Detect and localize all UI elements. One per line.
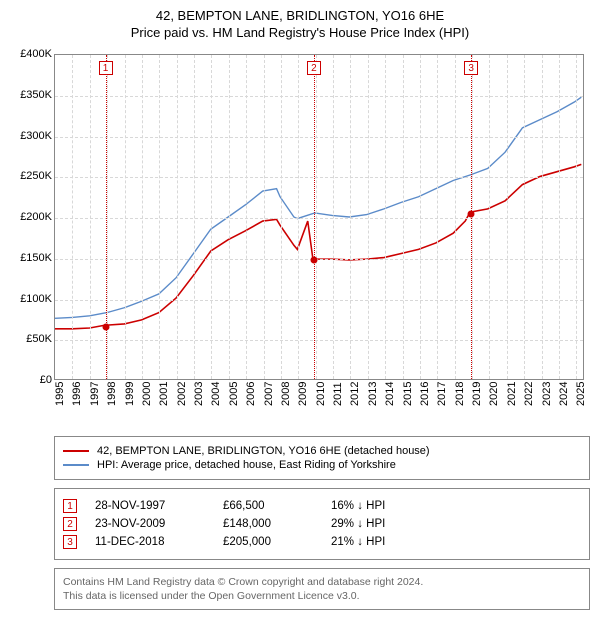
v-gridline (524, 55, 525, 379)
y-tick-label: £50K (10, 333, 52, 345)
event-marker: 3 (464, 61, 478, 75)
legend-label: 42, BEMPTON LANE, BRIDLINGTON, YO16 6HE … (97, 445, 430, 457)
v-gridline (368, 55, 369, 379)
y-tick-label: £200K (10, 211, 52, 223)
v-gridline (542, 55, 543, 379)
v-gridline (576, 55, 577, 379)
sales-row: 1 28-NOV-1997 £66,500 16% ↓ HPI (63, 499, 581, 513)
y-tick-label: £350K (10, 89, 52, 101)
sales-marker: 3 (63, 535, 77, 549)
event-marker: 1 (99, 61, 113, 75)
legend-swatch (63, 450, 89, 452)
sales-price: £148,000 (223, 518, 313, 530)
y-tick-label: £250K (10, 170, 52, 182)
sales-row: 3 11-DEC-2018 £205,000 21% ↓ HPI (63, 535, 581, 549)
v-gridline (211, 55, 212, 379)
v-gridline (489, 55, 490, 379)
v-gridline (177, 55, 178, 379)
y-tick-label: £150K (10, 252, 52, 264)
sales-diff: 29% ↓ HPI (331, 518, 581, 530)
sales-marker: 2 (63, 517, 77, 531)
sales-diff: 16% ↓ HPI (331, 500, 581, 512)
chart-svg (55, 55, 583, 379)
v-gridline (316, 55, 317, 379)
v-gridline (159, 55, 160, 379)
legend-box: 42, BEMPTON LANE, BRIDLINGTON, YO16 6HE … (54, 436, 590, 480)
v-gridline (507, 55, 508, 379)
footer-box: Contains HM Land Registry data © Crown c… (54, 568, 590, 610)
sale-point (468, 210, 475, 217)
v-gridline (264, 55, 265, 379)
v-gridline (107, 55, 108, 379)
h-gridline (55, 340, 583, 341)
title-address: 42, BEMPTON LANE, BRIDLINGTON, YO16 6HE (0, 8, 600, 23)
v-gridline (559, 55, 560, 379)
plot-area: 1 2 3 (54, 54, 584, 380)
v-gridline (125, 55, 126, 379)
y-tick-label: £0 (10, 374, 52, 386)
v-gridline (246, 55, 247, 379)
chart-area: 1 2 3 £0 £50K £100K £150K £200K £250K £300K £350K… (10, 48, 590, 428)
sales-date: 28-NOV-1997 (95, 500, 205, 512)
sales-row: 2 23-NOV-2009 £148,000 29% ↓ HPI (63, 517, 581, 531)
v-gridline (72, 55, 73, 379)
event-marker: 2 (307, 61, 321, 75)
v-gridline (298, 55, 299, 379)
v-gridline (229, 55, 230, 379)
v-gridline (385, 55, 386, 379)
v-gridline (194, 55, 195, 379)
chart-container: 42, BEMPTON LANE, BRIDLINGTON, YO16 6HE … (0, 0, 600, 610)
footer-line1: Contains HM Land Registry data © Crown c… (63, 575, 581, 589)
v-gridline (403, 55, 404, 379)
title-block: 42, BEMPTON LANE, BRIDLINGTON, YO16 6HE … (0, 0, 600, 44)
v-gridline (333, 55, 334, 379)
x-tick-label: 2025 (575, 382, 600, 406)
v-gridline (142, 55, 143, 379)
footer-line2: This data is licensed under the Open Gov… (63, 589, 581, 603)
v-gridline (90, 55, 91, 379)
series-line (55, 97, 581, 318)
y-tick-label: £100K (10, 293, 52, 305)
h-gridline (55, 300, 583, 301)
h-gridline (55, 177, 583, 178)
event-line (314, 55, 315, 379)
h-gridline (55, 137, 583, 138)
sales-diff: 21% ↓ HPI (331, 536, 581, 548)
sale-point (310, 257, 317, 264)
sale-point (102, 323, 109, 330)
legend-row: HPI: Average price, detached house, East… (63, 459, 581, 471)
v-gridline (455, 55, 456, 379)
sales-price: £205,000 (223, 536, 313, 548)
legend-label: HPI: Average price, detached house, East… (97, 459, 396, 471)
v-gridline (350, 55, 351, 379)
v-gridline (420, 55, 421, 379)
y-tick-label: £300K (10, 130, 52, 142)
event-line (106, 55, 107, 379)
sales-price: £66,500 (223, 500, 313, 512)
v-gridline (281, 55, 282, 379)
h-gridline (55, 259, 583, 260)
h-gridline (55, 96, 583, 97)
legend-row: 42, BEMPTON LANE, BRIDLINGTON, YO16 6HE … (63, 445, 581, 457)
sales-date: 11-DEC-2018 (95, 536, 205, 548)
legend-swatch (63, 464, 89, 466)
y-tick-label: £400K (10, 48, 52, 60)
sales-date: 23-NOV-2009 (95, 518, 205, 530)
v-gridline (437, 55, 438, 379)
h-gridline (55, 218, 583, 219)
sales-marker: 1 (63, 499, 77, 513)
sales-box: 1 28-NOV-1997 £66,500 16% ↓ HPI 2 23-NOV-2009… (54, 488, 590, 560)
title-subtitle: Price paid vs. HM Land Registry's House … (0, 25, 600, 40)
